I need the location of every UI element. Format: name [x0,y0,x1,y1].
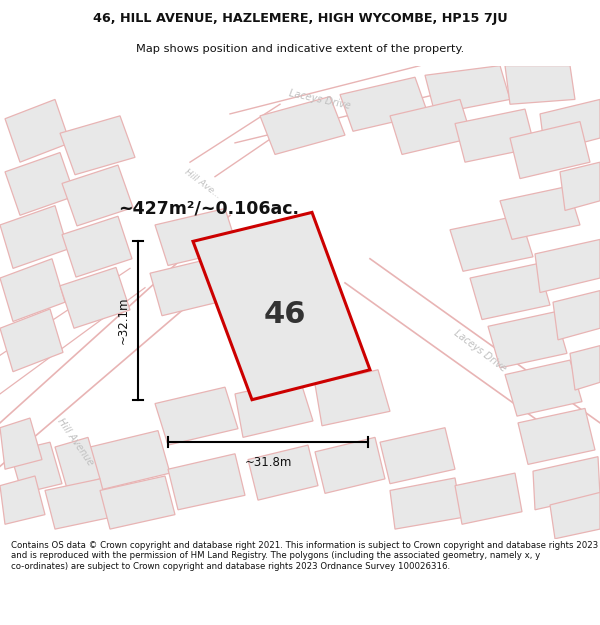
Polygon shape [0,418,42,469]
Polygon shape [488,312,567,368]
Polygon shape [425,66,510,114]
Polygon shape [535,239,600,292]
Polygon shape [390,99,472,154]
Polygon shape [248,445,318,500]
Polygon shape [5,99,70,162]
Polygon shape [0,309,63,372]
Polygon shape [260,96,345,154]
Polygon shape [90,431,170,489]
Polygon shape [55,438,100,489]
Polygon shape [0,206,68,268]
Text: Hill Avenue: Hill Avenue [55,417,95,468]
Text: 46, HILL AVENUE, HAZLEMERE, HIGH WYCOMBE, HP15 7JU: 46, HILL AVENUE, HAZLEMERE, HIGH WYCOMBE… [92,12,508,25]
Polygon shape [155,387,238,445]
Polygon shape [62,165,133,226]
Polygon shape [560,162,600,211]
Polygon shape [150,257,230,316]
Polygon shape [470,264,550,319]
Text: Hill Ave...: Hill Ave... [183,167,223,200]
Polygon shape [510,122,590,179]
Polygon shape [155,209,238,266]
Polygon shape [315,370,390,426]
Polygon shape [0,259,65,321]
Polygon shape [518,408,595,464]
Polygon shape [505,360,582,416]
Polygon shape [570,346,600,390]
Polygon shape [100,476,175,529]
Polygon shape [5,152,75,215]
Text: 46: 46 [264,300,306,329]
Polygon shape [193,213,370,400]
Text: Map shows position and indicative extent of the property.: Map shows position and indicative extent… [136,44,464,54]
Text: ~32.1m: ~32.1m [117,297,130,344]
Polygon shape [550,492,600,539]
Polygon shape [455,109,535,162]
Text: Laceys Drive: Laceys Drive [288,88,352,111]
Text: Laceys Drive: Laceys Drive [452,328,508,373]
Polygon shape [10,442,62,493]
Polygon shape [553,291,600,340]
Polygon shape [505,66,575,104]
Text: ~427m²/~0.106ac.: ~427m²/~0.106ac. [118,199,299,217]
Polygon shape [60,116,135,175]
Polygon shape [540,99,600,152]
Text: ~31.8m: ~31.8m [244,456,292,469]
Polygon shape [380,428,455,484]
Polygon shape [45,479,110,529]
Polygon shape [168,454,245,510]
Text: Contains OS data © Crown copyright and database right 2021. This information is : Contains OS data © Crown copyright and d… [11,541,598,571]
Polygon shape [450,215,533,271]
Polygon shape [62,216,132,277]
Polygon shape [533,457,600,510]
Polygon shape [390,478,462,529]
Polygon shape [340,78,428,131]
Polygon shape [455,473,522,524]
Polygon shape [500,186,580,239]
Polygon shape [315,438,385,493]
Polygon shape [60,268,130,328]
Polygon shape [0,476,45,524]
Polygon shape [235,379,313,438]
